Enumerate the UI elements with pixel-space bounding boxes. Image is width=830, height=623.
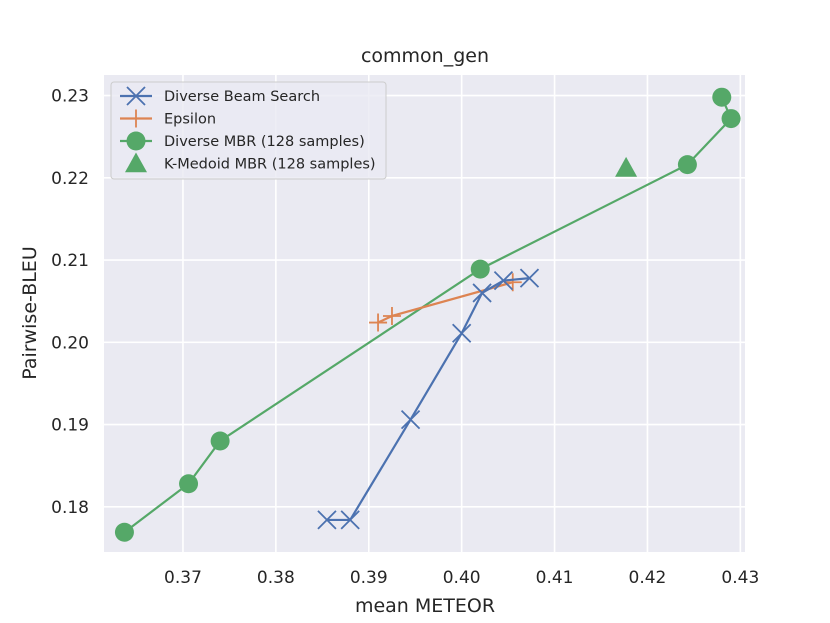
series-0 [317, 268, 540, 530]
legend-label: Diverse MBR (128 samples) [164, 134, 365, 150]
data-point [114, 522, 134, 542]
series-1 [369, 273, 522, 332]
legend-label: K-Medoid MBR (128 samples) [164, 157, 376, 173]
legend: Diverse Beam Search Epsilon Diverse MBR (1… [110, 81, 387, 180]
data-point [615, 156, 638, 177]
data-point [472, 283, 492, 303]
data-point [493, 270, 514, 291]
x-tick-label: 0.40 [443, 568, 481, 588]
data-point [677, 155, 697, 175]
x-tick-label: 0.42 [629, 568, 667, 588]
y-tick-label: 0.21 [51, 251, 89, 271]
data-point [519, 268, 540, 288]
series-layer [114, 87, 741, 542]
x-tick-label: 0.39 [350, 568, 388, 588]
x-tick-label: 0.43 [721, 568, 759, 588]
legend-marker [126, 86, 146, 106]
legend-marker [127, 109, 145, 128]
x-tick-label: 0.38 [257, 568, 295, 588]
data-point [210, 431, 230, 451]
data-point [452, 323, 472, 343]
data-point [179, 474, 199, 494]
legend-entry: Diverse Beam Search [120, 86, 320, 106]
y-tick-label: 0.22 [51, 169, 89, 189]
chart-title: common_gen [361, 45, 489, 67]
data-point [382, 306, 401, 325]
series-2 [114, 87, 741, 542]
legend-label: Epsilon [164, 112, 216, 128]
legend-entry: K-Medoid MBR (128 samples) [125, 152, 376, 173]
y-tick-label: 0.20 [51, 333, 89, 353]
data-point [369, 313, 388, 332]
legend-marker [126, 131, 146, 151]
x-tick-labels: 0.37 0.38 0.39 0.40 0.41 0.42 0.43 [164, 568, 759, 588]
data-point [470, 259, 490, 279]
y-tick-label: 0.23 [51, 87, 89, 107]
data-point [400, 409, 421, 430]
legend-marker [125, 152, 147, 173]
data-point [340, 510, 360, 530]
data-point [317, 510, 337, 530]
y-tick-labels: 0.18 0.19 0.20 0.21 0.22 0.23 [51, 87, 89, 518]
y-axis-label: Pairwise-BLEU [19, 246, 41, 379]
y-tick-label: 0.18 [51, 498, 89, 518]
x-axis-label: mean METEOR [355, 595, 495, 617]
legend-entry: Epsilon [120, 109, 216, 128]
legend-frame [110, 81, 387, 180]
data-point [712, 87, 732, 107]
legend-label: Diverse Beam Search [164, 89, 320, 105]
data-point [503, 273, 522, 292]
series-3 [615, 156, 638, 177]
y-tick-label: 0.19 [51, 416, 89, 436]
legend-entry: Diverse MBR (128 samples) [120, 131, 365, 151]
x-tick-label: 0.37 [164, 568, 202, 588]
data-point [721, 109, 741, 129]
x-tick-label: 0.41 [536, 568, 574, 588]
